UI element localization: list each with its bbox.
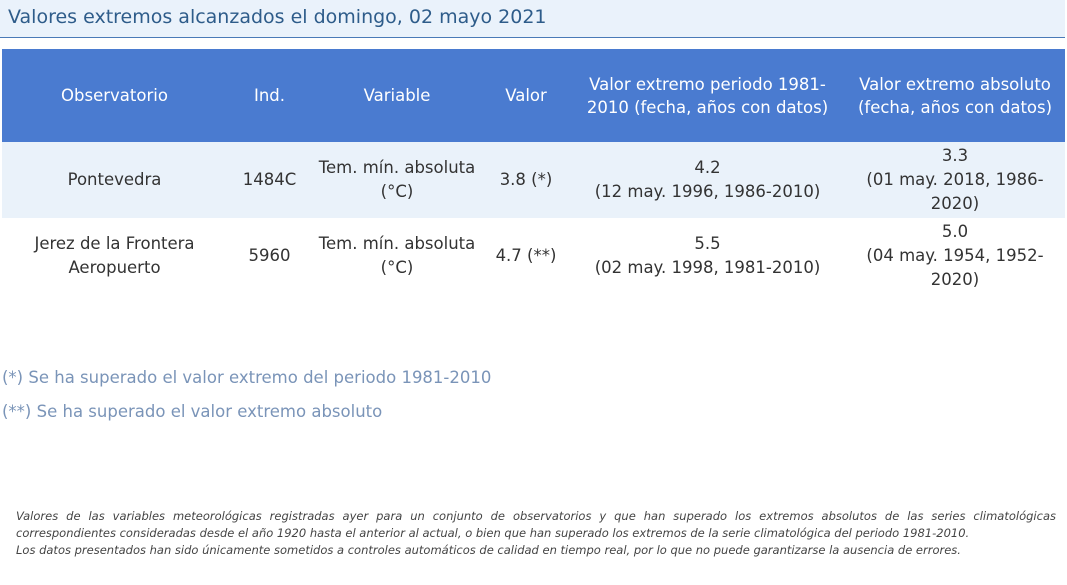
column-header-extremo-absoluto: Valor extremo absoluto (fecha, años con …	[845, 49, 1065, 142]
extremo-periodo-detail: (12 may. 1996, 1986-2010)	[594, 182, 821, 201]
disclaimer-line: correspondientes consideradas desde el a…	[16, 526, 970, 540]
cell-extremo-periodo: 4.2 (12 may. 1996, 1986-2010)	[570, 142, 845, 218]
page-title: Valores extremos alcanzados el domingo, …	[8, 6, 547, 28]
table-row: Pontevedra 1484C Tem. mín. absoluta (°C)…	[2, 142, 1065, 218]
column-header-variable: Variable	[312, 49, 482, 142]
cell-variable: Tem. mín. absoluta (°C)	[312, 142, 482, 218]
column-header-observatorio: Observatorio	[2, 49, 227, 142]
disclaimer-line: Valores de las variables meteorológicas …	[16, 509, 1056, 523]
cell-extremo-absoluto: 5.0 (04 may. 1954, 1952-2020)	[845, 218, 1065, 294]
cell-extremo-absoluto: 3.3 (01 may. 2018, 1986-2020)	[845, 142, 1065, 218]
table-row: Jerez de la Frontera Aeropuerto 5960 Tem…	[2, 218, 1065, 294]
cell-extremo-periodo: 5.5 (02 may. 1998, 1981-2010)	[570, 218, 845, 294]
extremo-absoluto-value: 3.3	[941, 146, 969, 165]
disclaimer: Valores de las variables meteorológicas …	[16, 508, 1056, 559]
extremo-periodo-value: 4.2	[694, 158, 721, 177]
footnote-periodo: (*) Se ha superado el valor extremo del …	[2, 368, 492, 387]
extremes-table: Observatorio Ind. Variable Valor Valor e…	[2, 49, 1065, 294]
table-header-row: Observatorio Ind. Variable Valor Valor e…	[2, 49, 1065, 142]
footnote-absoluto: (**) Se ha superado el valor extremo abs…	[2, 402, 383, 421]
extremo-periodo-detail: (02 may. 1998, 1981-2010)	[594, 258, 821, 277]
extremo-absoluto-detail: (04 may. 1954, 1952-2020)	[866, 246, 1044, 289]
cell-valor: 3.8 (*)	[482, 142, 570, 218]
cell-observatorio: Jerez de la Frontera Aeropuerto	[2, 218, 227, 294]
column-header-valor: Valor	[482, 49, 570, 142]
cell-observatorio: Pontevedra	[2, 142, 227, 218]
cell-valor: 4.7 (**)	[482, 218, 570, 294]
column-header-extremo-periodo: Valor extremo periodo 1981-2010 (fecha, …	[570, 49, 845, 142]
disclaimer-line: Los datos presentados han sido únicament…	[16, 543, 961, 557]
extremo-absoluto-detail: (01 may. 2018, 1986-2020)	[866, 170, 1044, 213]
title-bar: Valores extremos alcanzados el domingo, …	[0, 0, 1065, 38]
cell-variable: Tem. mín. absoluta (°C)	[312, 218, 482, 294]
column-header-ind: Ind.	[227, 49, 312, 142]
cell-ind: 5960	[227, 218, 312, 294]
cell-ind: 1484C	[227, 142, 312, 218]
extremo-periodo-value: 5.5	[694, 234, 721, 253]
extremo-absoluto-value: 5.0	[941, 222, 969, 241]
